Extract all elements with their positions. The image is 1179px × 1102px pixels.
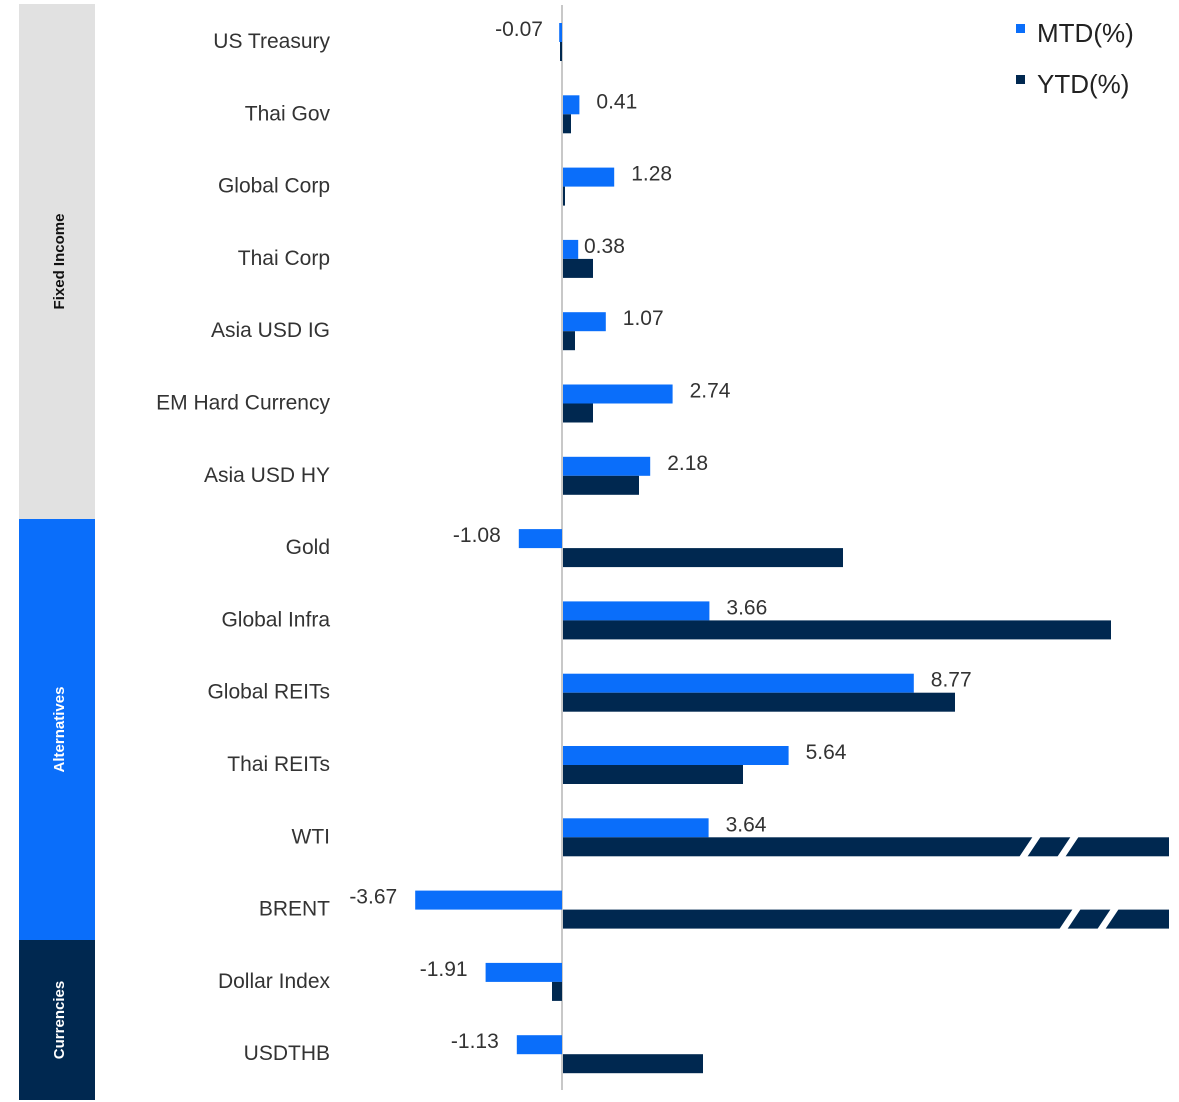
bar-mtd-thai-reits [563,746,789,765]
value-label-global-infra: 3.66 [726,596,767,619]
legend-label-ytd: YTD(%) [1037,69,1129,99]
category-label-thai-corp: Thai Corp [238,247,330,270]
category-label-asia-usd-hy: Asia USD HY [204,464,330,487]
group-label-currencies: Currencies [51,981,68,1059]
category-label-asia-usd-ig: Asia USD IG [211,319,330,342]
bar-ytd-dollar-index [552,982,562,1001]
value-label-em-hard-currency: 2.74 [690,380,731,403]
bar-mtd-thai-corp [563,240,578,259]
legend-label-mtd: MTD(%) [1037,18,1134,48]
category-labels: US Treasury Thai Gov Global Corp Thai Corp A… [156,30,330,1065]
bar-mtd-us-treasury [559,23,562,42]
value-label-us-treasury: -0.07 [495,18,543,41]
bar-mtd-gold [519,529,562,548]
bar-mtd-thai-gov [563,95,579,114]
bars [415,23,1169,1073]
bar-ytd-asia-usd-hy [563,476,639,495]
value-label-global-reits: 8.77 [931,669,972,692]
bar-mtd-dollar-index [486,963,562,982]
category-label-us-treasury: US Treasury [213,30,330,53]
category-label-gold: Gold [286,536,330,559]
value-label-brent: -3.67 [349,886,397,909]
bar-mtd-em-hard-currency [563,385,673,404]
bar-ytd-asia-usd-ig [563,331,575,350]
category-label-brent: BRENT [259,898,330,921]
bar-ytd-global-reits [563,693,955,712]
bar-mtd-asia-usd-ig [563,312,606,331]
bar-mtd-asia-usd-hy [563,457,650,476]
bar-mtd-usdthb [517,1035,562,1054]
bar-mtd-global-corp [563,168,614,187]
category-label-dollar-index: Dollar Index [218,970,331,993]
value-label-wti: 3.64 [726,813,767,836]
bar-ytd-thai-reits [563,765,743,784]
group-label-alternatives: Alternatives [51,687,68,773]
bar-ytd-gold [563,548,843,567]
value-label-thai-corp: 0.38 [584,235,625,258]
category-label-em-hard-currency: EM Hard Currency [156,392,330,415]
bar-ytd-us-treasury [560,42,562,61]
bar-ytd-em-hard-currency [563,404,593,423]
category-label-global-corp: Global Corp [218,175,330,198]
value-label-thai-gov: 0.41 [596,90,637,113]
bar-mtd-global-infra [563,601,709,620]
value-label-gold: -1.08 [453,524,501,547]
bar-ytd-wti [563,837,1169,856]
legend-swatch-mtd [1016,24,1025,33]
value-label-dollar-index: -1.91 [420,958,468,981]
bar-ytd-thai-gov [563,114,571,133]
bar-ytd-global-corp [563,187,565,206]
bar-ytd-global-infra [563,620,1111,639]
value-label-thai-reits: 5.64 [806,741,847,764]
value-label-global-corp: 1.28 [631,163,672,186]
bar-ytd-usdthb [563,1054,703,1073]
value-label-asia-usd-ig: 1.07 [623,307,664,330]
category-label-thai-gov: Thai Gov [245,102,331,125]
category-group-bands: Fixed Income Alternatives Currencies [19,4,95,1100]
legend-swatch-ytd [1016,75,1025,84]
category-label-usdthb: USDTHB [244,1042,330,1065]
bar-mtd-global-reits [563,674,914,693]
group-label-fixed-income: Fixed Income [51,214,68,310]
category-label-thai-reits: Thai REITs [227,753,330,776]
bar-mtd-brent [415,891,562,910]
category-label-global-reits: Global REITs [207,681,330,704]
legend: MTD(%) YTD(%) [1016,18,1134,99]
value-label-usdthb: -1.13 [451,1030,499,1053]
value-label-asia-usd-hy: 2.18 [667,452,708,475]
bar-mtd-wti [563,818,709,837]
bar-ytd-thai-corp [563,259,593,278]
category-label-global-infra: Global Infra [221,608,330,631]
category-label-wti: WTI [292,825,330,848]
